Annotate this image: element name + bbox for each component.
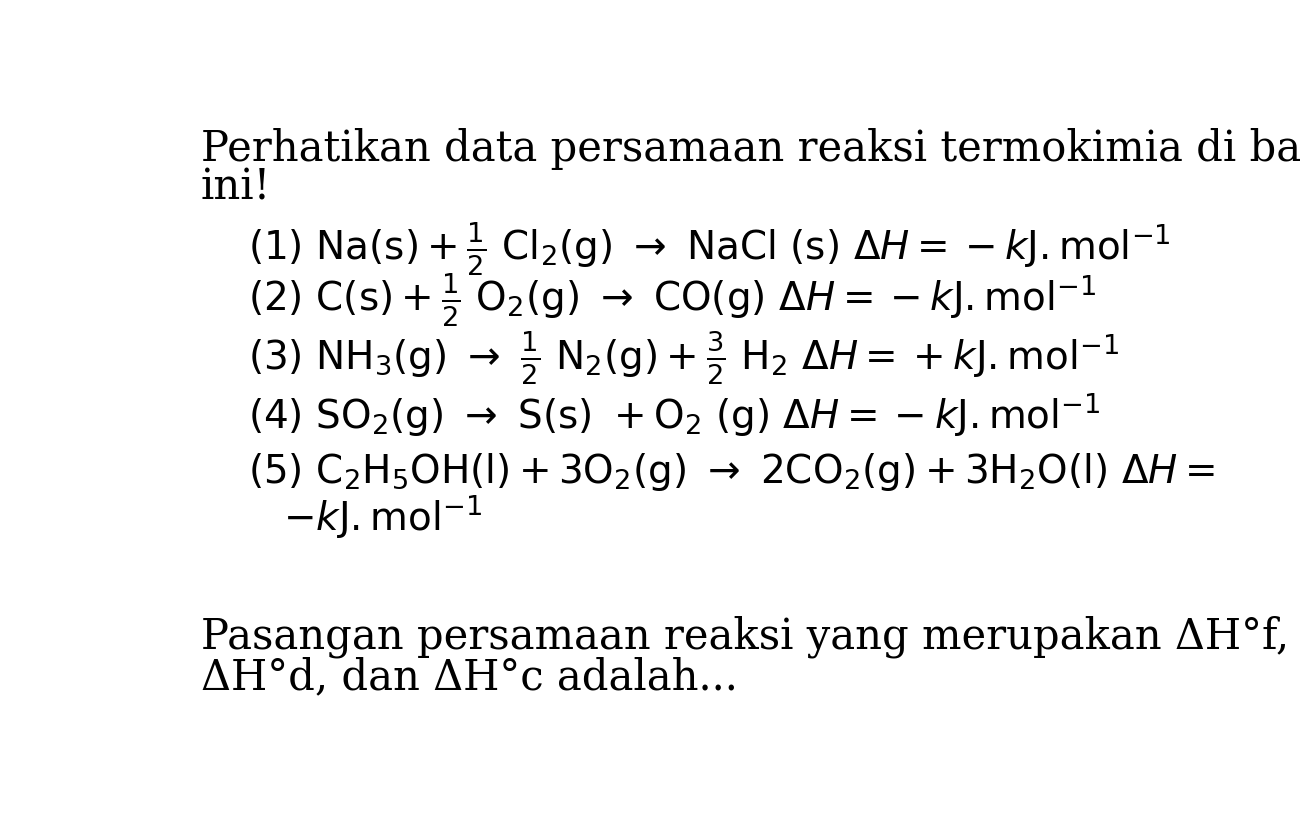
Text: Pasangan persamaan reaksi yang merupakan ΔH°f,: Pasangan persamaan reaksi yang merupakan…: [200, 615, 1288, 657]
Text: $-\mathit{k}\mathregular{J.mol^{-1}}$: $-\mathit{k}\mathregular{J.mol^{-1}}$: [283, 493, 482, 540]
Text: ΔH°d, dan ΔH°c adalah...: ΔH°d, dan ΔH°c adalah...: [200, 657, 737, 699]
Text: ini!: ini!: [200, 166, 270, 208]
Text: $(5)\ \mathregular{C_2H_5OH(l) + 3O_2(g)\ \rightarrow\ 2CO_2(g) + 3H_2O(l)\ }\De: $(5)\ \mathregular{C_2H_5OH(l) + 3O_2(g)…: [248, 451, 1216, 493]
Text: $(4)\ \mathregular{SO_2(g)\ \rightarrow\ S(s)\ +O_2\ (g)\ }\Delta\mathit{H} = -\: $(4)\ \mathregular{SO_2(g)\ \rightarrow\…: [248, 391, 1101, 438]
Text: $(2)\ \mathregular{C(s) + \frac{1}{2}\ O_2(g)\ \rightarrow\ CO(g)\ }\Delta\mathi: $(2)\ \mathregular{C(s) + \frac{1}{2}\ O…: [248, 271, 1096, 328]
Text: Perhatikan data persamaan reaksi termokimia di bawah: Perhatikan data persamaan reaksi termoki…: [200, 128, 1300, 170]
Text: $(1)\ \mathregular{Na(s) + \frac{1}{2}\ Cl_2(g)\ \rightarrow\ NaCl\ (s)\ }\Delta: $(1)\ \mathregular{Na(s) + \frac{1}{2}\ …: [248, 220, 1171, 278]
Text: $(3)\ \mathregular{NH_3(g)\ \rightarrow\ \frac{1}{2}\ N_2(g) + \frac{3}{2}\ H_2\: $(3)\ \mathregular{NH_3(g)\ \rightarrow\…: [248, 327, 1119, 386]
